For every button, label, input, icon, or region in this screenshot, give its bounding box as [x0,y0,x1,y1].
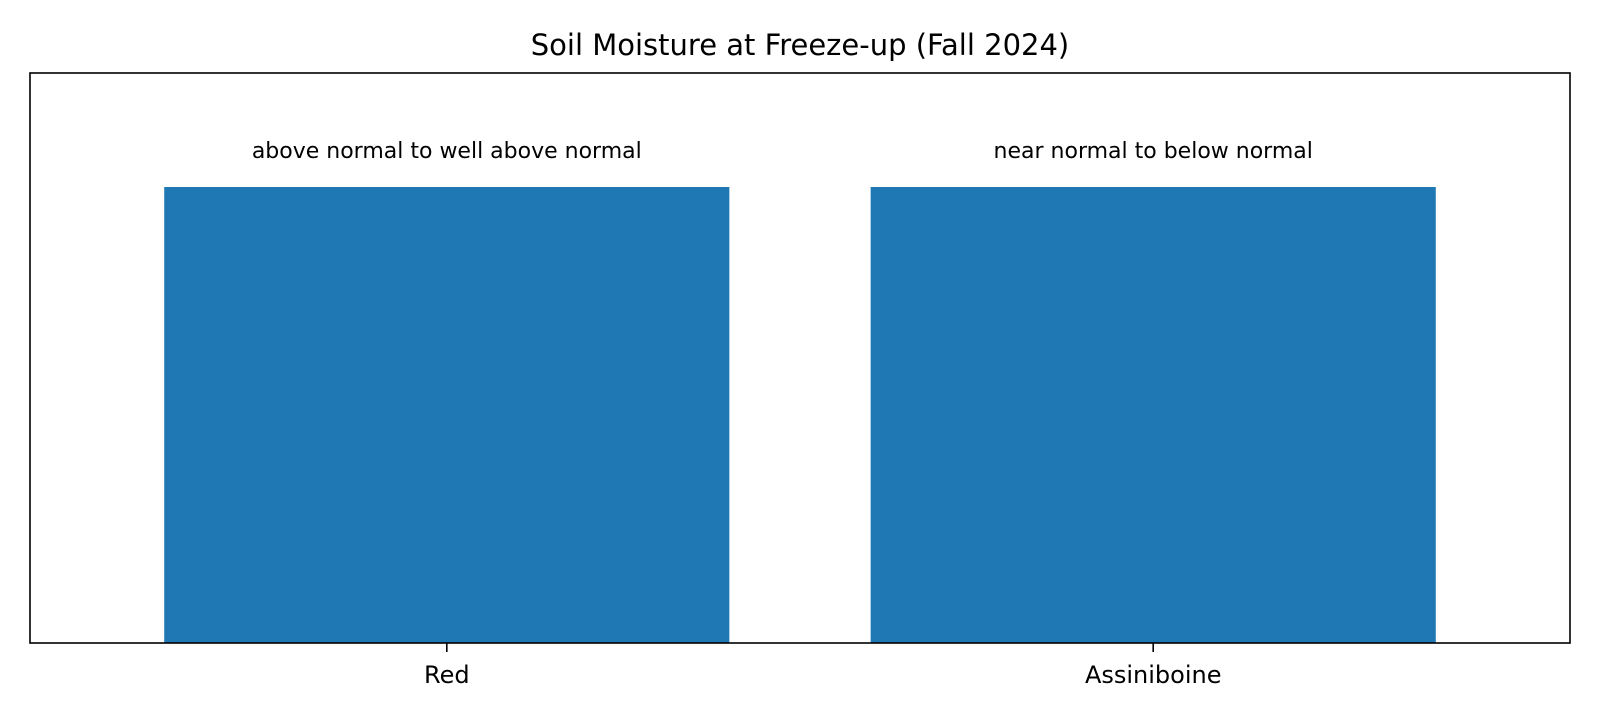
bar-red [164,187,730,643]
x-axis: Red Assiniboine [424,643,1222,689]
data-label-assiniboine: near normal to below normal [994,139,1313,164]
data-label-red: above normal to well above normal [252,139,642,164]
x-tick-label-red: Red [424,661,470,689]
data-labels-layer: above normal to well above normal near no… [252,139,1313,164]
bars-layer [164,187,1436,643]
chart-title: Soil Moisture at Freeze-up (Fall 2024) [531,28,1070,62]
plot-frame [29,72,1571,644]
x-tick-label-assiniboine: Assiniboine [1085,661,1222,689]
bar-assiniboine [870,187,1436,643]
